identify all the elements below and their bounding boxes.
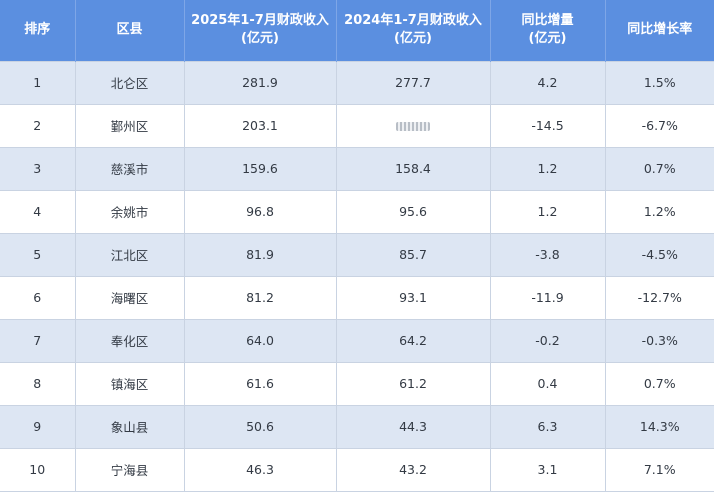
cell-rank: 3	[0, 147, 76, 190]
header-change: 同比增量 (亿元)	[490, 0, 606, 61]
cell-rev2024: 93.1	[336, 276, 491, 319]
cell-rev2025: 81.2	[184, 276, 337, 319]
cell-change: 4.2	[490, 61, 606, 104]
cell-district: 北仑区	[75, 61, 185, 104]
table-row: 3 慈溪市 159.6 158.4 1.2 0.7%	[0, 147, 714, 190]
cell-rate: 0.7%	[643, 161, 676, 176]
cell-rev2024: 44.3	[336, 405, 491, 448]
cell-rev2024: 95.6	[336, 190, 491, 233]
cell-rev2025: 203.1	[184, 104, 337, 147]
header-change-title: 同比增量	[521, 13, 574, 29]
cell-rank: 8	[0, 362, 76, 405]
cell-rev2025: 159.6	[184, 147, 337, 190]
cell-district: 宁海县	[75, 448, 185, 491]
cell-rev2024	[336, 104, 491, 147]
cell-district: 余姚市	[75, 190, 185, 233]
cell-rev2025: 96.8	[184, 190, 337, 233]
table-row: 9 象山县 50.6 44.3 6.3 14.3%	[0, 405, 714, 448]
cell-rate: 0.7%	[643, 376, 676, 391]
cell-change: 3.1	[490, 448, 606, 491]
cell-rate: 7.1%	[643, 462, 676, 477]
header-rev2025-unit: (亿元)	[241, 31, 279, 47]
cell-rev2024: 277.7	[336, 61, 491, 104]
table-row: 10 宁海县 46.3 43.2 3.1 7.1%	[0, 448, 714, 491]
cell-rank: 5	[0, 233, 76, 276]
cell-district: 江北区	[75, 233, 185, 276]
cell-rank: 1	[0, 61, 76, 104]
cell-rev2025: 81.9	[184, 233, 337, 276]
table-body: 1 北仑区 281.9 277.7 4.2 1.5% 2 鄞州区 203.1 -14.5 -6.7%…	[0, 61, 714, 491]
cell-rank: 9	[0, 405, 76, 448]
cell-change: 1.2	[490, 147, 606, 190]
header-rev2025: 2025年1-7月财政收入 (亿元)	[184, 0, 337, 61]
cell-rev2024: 158.4	[336, 147, 491, 190]
header-rate: 同比增长率	[627, 22, 693, 38]
cell-rate: -6.7%	[641, 118, 678, 133]
cell-rank: 4	[0, 190, 76, 233]
cell-rank: 10	[0, 448, 76, 491]
cell-rate: -12.7%	[637, 290, 682, 305]
cell-change: -14.5	[490, 104, 606, 147]
cell-district: 慈溪市	[75, 147, 185, 190]
cell-rev2024: 85.7	[336, 233, 491, 276]
header-rev2024-unit: (亿元)	[394, 31, 432, 47]
obscured-value-mark	[396, 122, 430, 131]
cell-rate: 1.2%	[643, 204, 676, 219]
table-row: 1 北仑区 281.9 277.7 4.2 1.5%	[0, 61, 714, 104]
cell-rank: 6	[0, 276, 76, 319]
cell-rev2025: 64.0	[184, 319, 337, 362]
header-rev2024: 2024年1-7月财政收入 (亿元)	[336, 0, 491, 61]
table-row: 5 江北区 81.9 85.7 -3.8 -4.5%	[0, 233, 714, 276]
cell-change: -3.8	[490, 233, 606, 276]
cell-district: 鄞州区	[75, 104, 185, 147]
header-change-unit: (亿元)	[528, 31, 567, 47]
cell-change: -0.2	[490, 319, 606, 362]
header-row: 排序 区县 2025年1-7月财政收入 (亿元) 2024年1-7月财政收入 (…	[0, 0, 714, 61]
cell-change: 6.3	[490, 405, 606, 448]
cell-district: 奉化区	[75, 319, 185, 362]
cell-rev2024: 43.2	[336, 448, 491, 491]
cell-change: 1.2	[490, 190, 606, 233]
cell-rev2025: 281.9	[184, 61, 337, 104]
cell-district: 海曙区	[75, 276, 185, 319]
cell-change: 0.4	[490, 362, 606, 405]
header-rev2025-title: 2025年1-7月财政收入	[191, 13, 329, 29]
cell-rev2025: 50.6	[184, 405, 337, 448]
table-row: 4 余姚市 96.8 95.6 1.2 1.2%	[0, 190, 714, 233]
table-row: 8 镇海区 61.6 61.2 0.4 0.7%	[0, 362, 714, 405]
cell-rev2024: 64.2	[336, 319, 491, 362]
cell-rank: 2	[0, 104, 76, 147]
header-rank: 排序	[0, 0, 76, 61]
table-row: 7 奉化区 64.0 64.2 -0.2 -0.3%	[0, 319, 714, 362]
header-rev2024-title: 2024年1-7月财政收入	[344, 13, 482, 29]
cell-rate: 14.3%	[639, 419, 680, 434]
cell-rev2025: 61.6	[184, 362, 337, 405]
cell-change: -11.9	[490, 276, 606, 319]
table-row: 2 鄞州区 203.1 -14.5 -6.7%	[0, 104, 714, 147]
cell-rate: -4.5%	[641, 247, 678, 262]
cell-rate: 1.5%	[643, 75, 676, 90]
cell-rank: 7	[0, 319, 76, 362]
header-district: 区县	[75, 0, 185, 61]
cell-rate: -0.3%	[641, 333, 678, 348]
cell-rev2024: 61.2	[336, 362, 491, 405]
cell-rev2025: 46.3	[184, 448, 337, 491]
cell-district: 象山县	[75, 405, 185, 448]
cell-district: 镇海区	[75, 362, 185, 405]
table-row: 6 海曙区 81.2 93.1 -11.9 -12.7%	[0, 276, 714, 319]
table-header: 排序 区县 2025年1-7月财政收入 (亿元) 2024年1-7月财政收入 (…	[0, 0, 714, 61]
